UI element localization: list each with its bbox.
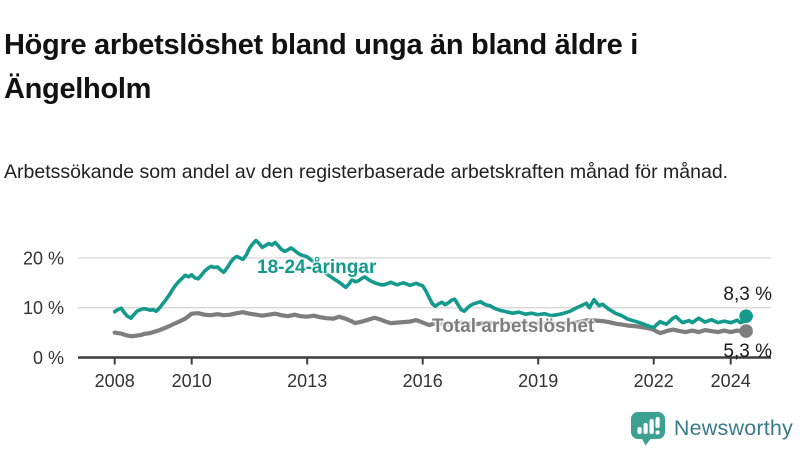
x-tick-label: 2019: [518, 371, 558, 391]
end-value-label-youth: 8,3 %: [723, 284, 772, 305]
x-tick-label: 2013: [287, 371, 327, 391]
x-tick-label: 2022: [634, 371, 674, 391]
series-end-dot-total: [739, 324, 753, 338]
series-label-youth: 18-24-åringar: [257, 257, 377, 278]
y-tick-label: 10 %: [23, 298, 64, 318]
x-tick-label: 2008: [95, 371, 135, 391]
y-tick-label: 0 %: [33, 348, 64, 368]
x-tick-label: 2010: [172, 371, 212, 391]
x-tick-label: 2016: [403, 371, 443, 391]
newsworthy-logo[interactable]: Newsworthy: [630, 410, 793, 446]
page-title: Högre arbetslöshet bland unga än bland ä…: [4, 29, 638, 105]
series-end-dot-youth: [739, 309, 753, 323]
brand-name: Newsworthy: [673, 415, 793, 440]
end-value-label-total: 5,3 %: [723, 341, 772, 362]
chart-subtitle: Arbetssökande som andel av den registerb…: [4, 160, 729, 183]
bar-chart-speech-bubble-icon: [630, 412, 665, 446]
series-line-youth: [112, 238, 748, 330]
y-tick-label: 20 %: [23, 248, 64, 268]
x-tick-label: 2024: [711, 371, 751, 391]
series-line-total: [112, 310, 749, 339]
series-label-total: Total arbetslöshet: [432, 316, 595, 337]
